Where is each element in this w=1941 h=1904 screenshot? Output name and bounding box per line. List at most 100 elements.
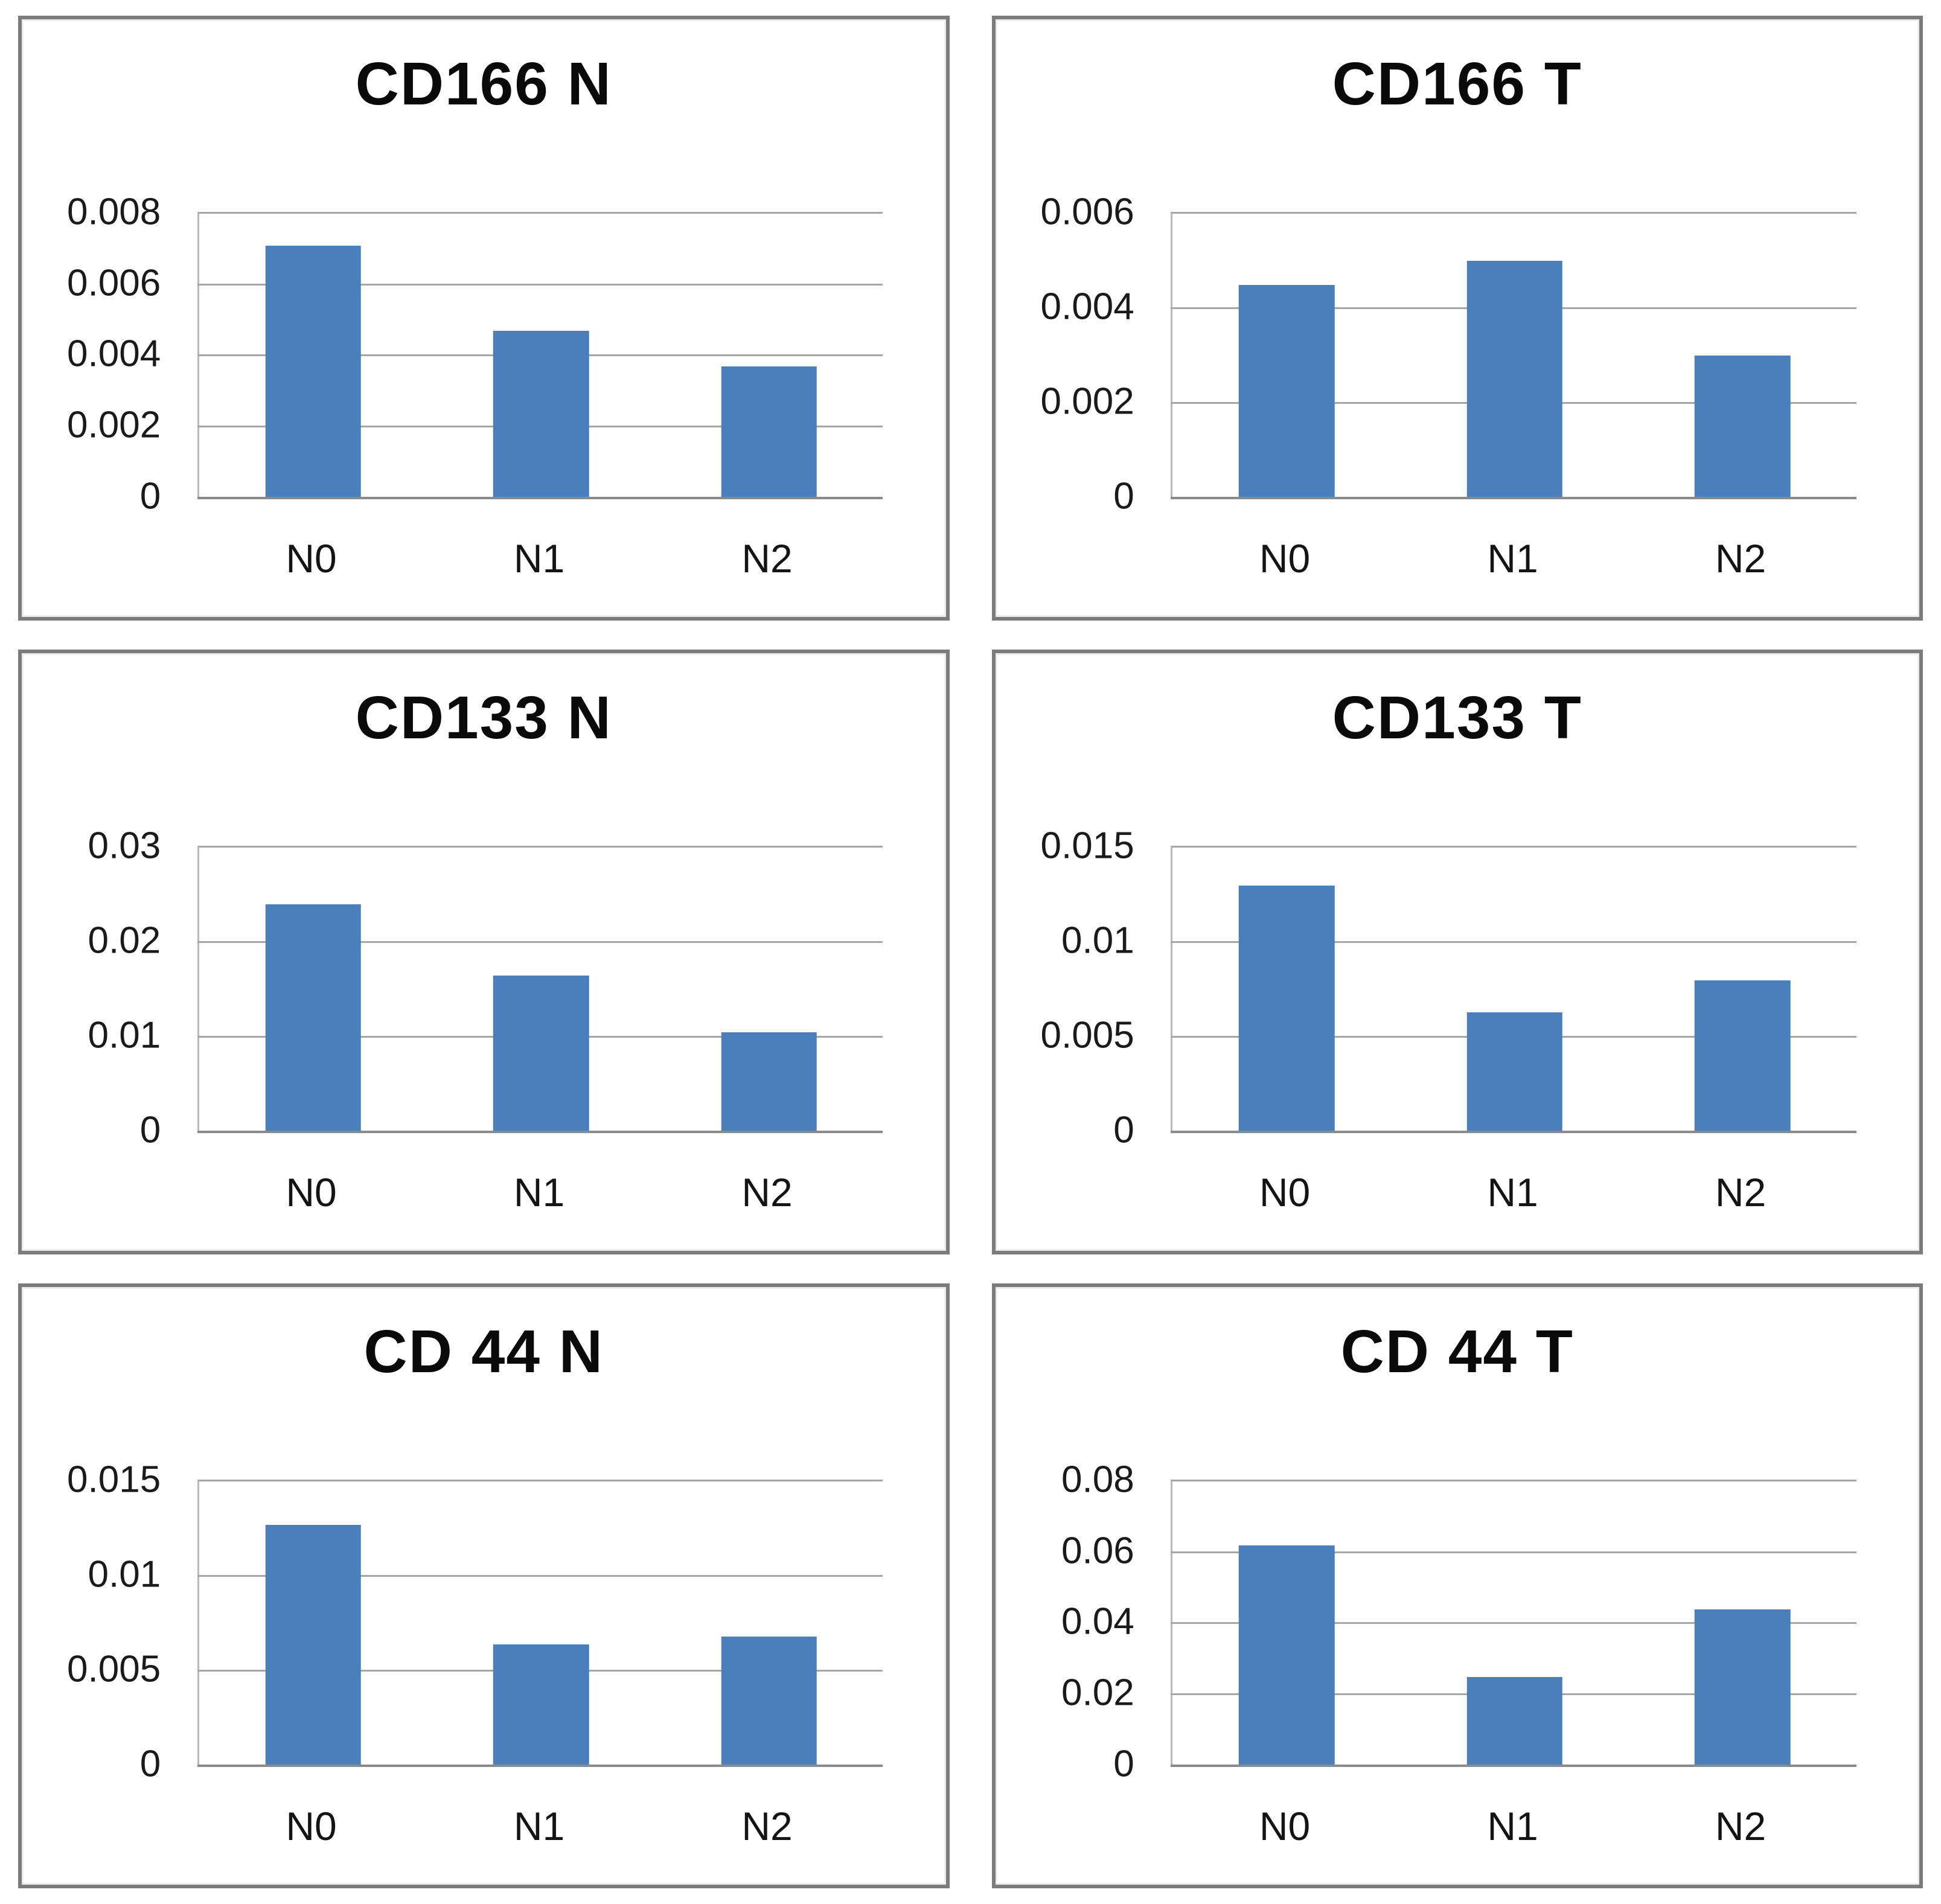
chart-panel-cd44-t: CD 44 T 0 0.02 0.04 0.06 0.08 N0 N1 N2: [991, 1283, 1923, 1888]
x-category-label: N0: [286, 1170, 337, 1215]
chart-title: CD133 N: [355, 683, 612, 752]
bar-n2: [721, 1032, 817, 1132]
x-axis-line: [197, 1131, 883, 1133]
gridline: [1171, 941, 1856, 943]
plot-area: [1171, 845, 1856, 1133]
x-category-label: N0: [1259, 1804, 1311, 1849]
chart-title: CD 44 T: [1340, 1317, 1574, 1385]
x-axis-line: [197, 497, 883, 499]
y-tick-label: 0.01: [88, 1553, 161, 1596]
bar-n1: [493, 1644, 589, 1766]
plot-area: [1171, 211, 1856, 499]
x-category-label: N0: [286, 1804, 337, 1849]
y-tick-label: 0: [139, 1109, 161, 1151]
y-tick-label: 0.006: [1040, 191, 1134, 233]
bar-n0: [1238, 1545, 1335, 1766]
y-axis: 0 0.02 0.04 0.06 0.08: [996, 1458, 1143, 1784]
x-axis-line: [197, 1765, 883, 1767]
y-tick-label: 0.005: [67, 1648, 161, 1690]
x-category-label: N1: [1487, 1804, 1538, 1849]
y-axis: 0 0.002 0.004 0.006 0.008: [22, 191, 170, 517]
plot-area: [197, 845, 883, 1133]
plot-area: [197, 1479, 883, 1767]
y-tick-label: 0.004: [67, 333, 161, 375]
x-axis-line: [1171, 1131, 1856, 1133]
y-tick-label: 0.015: [1040, 825, 1134, 867]
bar-n0: [1238, 885, 1335, 1132]
x-axis: N0 N1 N2: [1171, 1798, 1855, 1854]
x-axis: N0 N1 N2: [1171, 1164, 1855, 1221]
x-category-label: N1: [513, 536, 565, 581]
gridline: [197, 283, 883, 286]
chart-panel-cd133-t: CD133 T 0 0.005 0.01 0.015 N0 N1 N2: [991, 650, 1923, 1254]
x-category-label: N2: [741, 1170, 793, 1215]
gridline: [197, 1574, 883, 1577]
x-category-label: N2: [1715, 1804, 1767, 1849]
y-tick-label: 0.002: [67, 404, 161, 446]
bar-n0: [265, 245, 361, 498]
y-tick-label: 0.08: [1061, 1458, 1134, 1501]
chart-panel-cd166-t: CD166 T 0 0.002 0.004 0.006 N0 N1 N2: [991, 16, 1923, 621]
bar-n2: [1694, 356, 1791, 498]
x-category-label: N2: [741, 1804, 793, 1849]
bar-n1: [493, 975, 589, 1132]
y-tick-label: 0.03: [88, 825, 161, 867]
bar-n1: [493, 331, 589, 498]
y-tick-label: 0.008: [67, 191, 161, 233]
x-axis-line: [1171, 1765, 1856, 1767]
bar-n2: [721, 1637, 817, 1766]
x-category-label: N1: [1487, 1170, 1538, 1215]
y-tick-label: 0.01: [1061, 919, 1134, 962]
bar-n1: [1466, 1676, 1562, 1766]
x-category-label: N2: [1715, 536, 1767, 581]
y-tick-label: 0.002: [1040, 380, 1134, 423]
y-tick-label: 0.006: [67, 262, 161, 304]
y-axis: 0 0.005 0.01 0.015: [996, 825, 1143, 1151]
x-category-label: N1: [513, 1170, 565, 1215]
x-category-label: N0: [286, 536, 337, 581]
y-axis: 0 0.01 0.02 0.03: [22, 825, 170, 1151]
y-tick-label: 0: [139, 475, 161, 517]
x-axis-line: [1171, 497, 1856, 499]
y-tick-label: 0: [139, 1743, 161, 1785]
x-category-label: N1: [513, 1804, 565, 1849]
x-category-label: N2: [1715, 1170, 1767, 1215]
x-category-label: N1: [1487, 536, 1538, 581]
y-axis: 0 0.005 0.01 0.015: [22, 1458, 170, 1784]
bar-n0: [265, 904, 361, 1132]
y-tick-label: 0.004: [1040, 286, 1134, 328]
x-axis: N0 N1 N2: [197, 530, 881, 587]
y-tick-label: 0: [1113, 1743, 1134, 1785]
chart-title: CD166 N: [355, 50, 612, 118]
y-tick-label: 0.005: [1040, 1014, 1134, 1056]
bar-n1: [1466, 1012, 1562, 1132]
y-tick-label: 0: [1113, 1109, 1134, 1151]
x-axis: N0 N1 N2: [197, 1164, 881, 1221]
gridline: [1171, 1551, 1856, 1553]
x-category-label: N2: [741, 536, 793, 581]
y-axis: 0 0.002 0.004 0.006: [996, 191, 1143, 517]
x-axis: N0 N1 N2: [1171, 530, 1855, 587]
chart-title: CD 44 N: [363, 1317, 604, 1385]
x-axis: N0 N1 N2: [197, 1798, 881, 1854]
y-tick-label: 0: [1113, 475, 1134, 517]
bar-n0: [265, 1525, 361, 1766]
x-category-label: N0: [1259, 536, 1311, 581]
plot-area: [197, 211, 883, 499]
bar-n2: [1694, 980, 1791, 1132]
chart-panel-cd44-n: CD 44 N 0 0.005 0.01 0.015 N0 N1 N2: [18, 1283, 950, 1888]
y-tick-label: 0.04: [1061, 1600, 1134, 1643]
bar-n1: [1466, 261, 1562, 498]
chart-title: CD133 T: [1332, 683, 1582, 752]
x-category-label: N0: [1259, 1170, 1311, 1215]
y-tick-label: 0.02: [1061, 1672, 1134, 1714]
gridline: [1171, 1622, 1856, 1624]
y-tick-label: 0.02: [88, 919, 161, 962]
chart-title: CD166 T: [1332, 50, 1582, 118]
chart-panel-cd133-n: CD133 N 0 0.01 0.02 0.03 N0 N1 N2: [18, 650, 950, 1254]
chart-panel-cd166-n: CD166 N 0 0.002 0.004 0.006 0.008 N0 N1 N2: [18, 16, 950, 621]
bar-n2: [721, 366, 817, 498]
bar-n2: [1694, 1609, 1791, 1766]
y-tick-label: 0.01: [88, 1014, 161, 1056]
